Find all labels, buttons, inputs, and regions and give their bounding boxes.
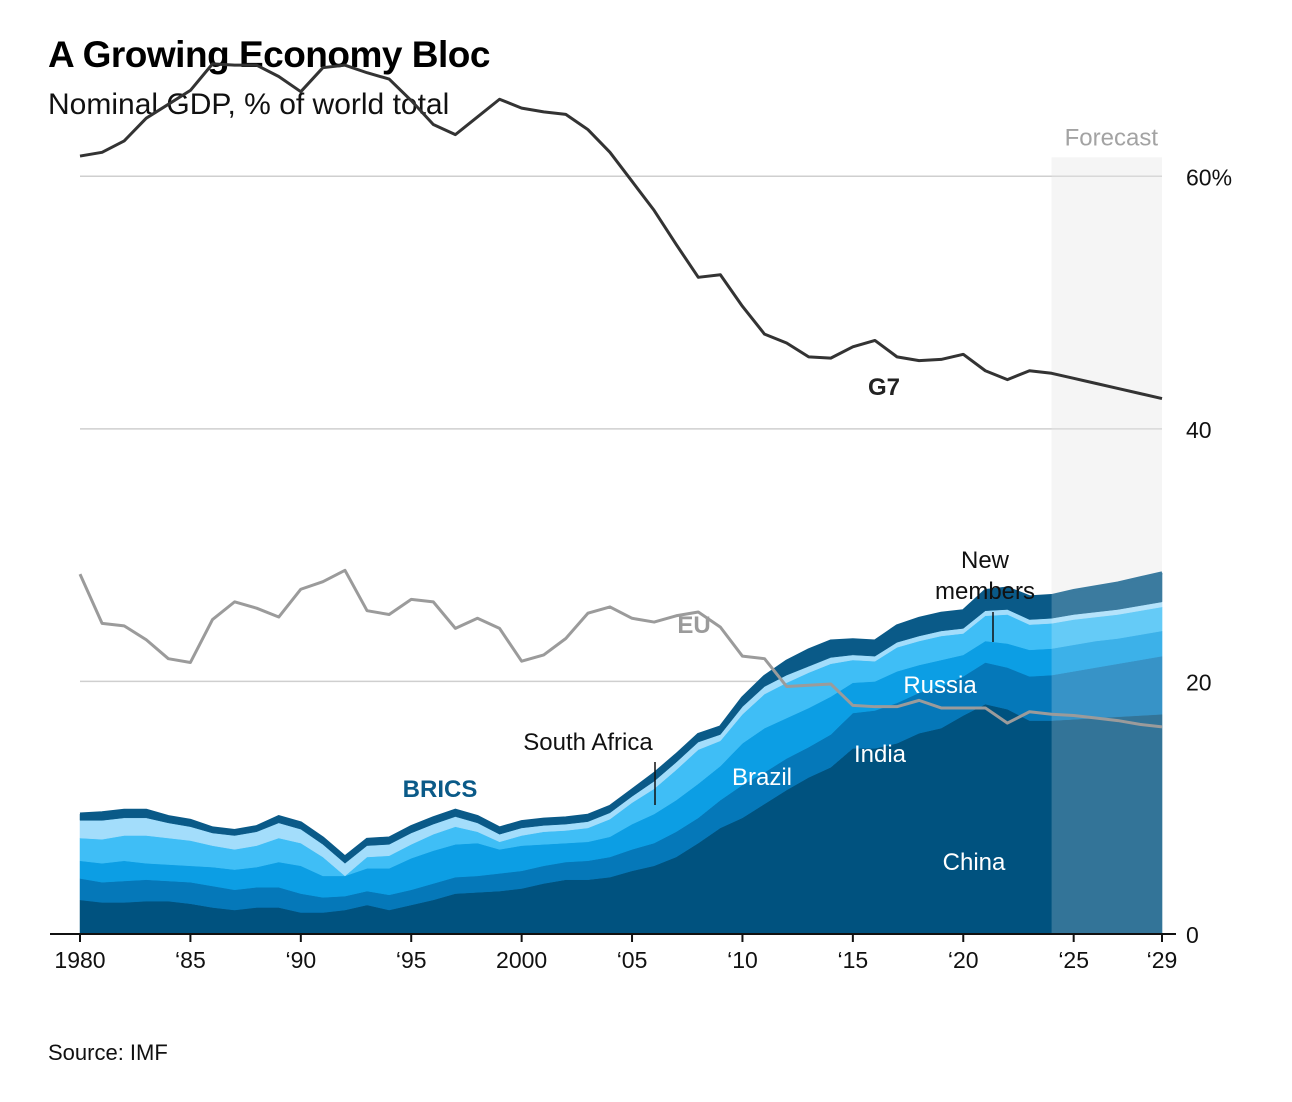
annotation-russia: Russia: [903, 672, 977, 699]
annotation-new-members-line1: New: [961, 547, 1010, 574]
y-axis-ticks: 0 20 40 60%: [1186, 164, 1232, 948]
annotation-south-africa: South Africa: [523, 729, 653, 756]
y-tick-label: 20: [1186, 669, 1212, 695]
brics-stacked-areas: [79, 571, 1163, 935]
y-tick-label: 40: [1186, 417, 1212, 443]
page-title: A Growing Economy Bloc: [48, 34, 490, 75]
x-tick-label: ‘10: [727, 947, 758, 973]
x-tick-label: ‘29: [1147, 947, 1178, 973]
annotation-india: India: [854, 741, 907, 768]
x-tick-label: ‘15: [838, 947, 869, 973]
annotation-china: China: [943, 849, 1006, 876]
x-tick-label: 1980: [54, 947, 105, 973]
x-axis: 1980 ‘85 ‘90 ‘95 2000 ‘05 ‘10 ‘15 ‘20 ‘25 ‘29: [50, 933, 1178, 973]
annotation-brics: BRICS: [403, 776, 478, 803]
chart-subtitle: Nominal GDP, % of world total: [48, 88, 450, 121]
annotation-eu: EU: [677, 612, 710, 639]
series-lines: [78, 62, 1163, 729]
annotation-g7: G7: [868, 374, 900, 401]
x-tick-label: ‘20: [948, 947, 979, 973]
y-tick-label: 0: [1186, 922, 1199, 948]
x-tick-label: 2000: [496, 947, 547, 973]
annotation-brazil: Brazil: [732, 764, 792, 791]
y-tick-label: 60%: [1186, 164, 1232, 190]
annotation-new-members-line2: members: [935, 578, 1035, 605]
x-tick-label: ‘05: [617, 947, 648, 973]
source-note: Source: IMF: [48, 1040, 168, 1065]
x-tick-label: ‘85: [175, 947, 206, 973]
eu-line: [78, 568, 1163, 729]
x-tick-label: ‘25: [1058, 947, 1089, 973]
forecast-label: Forecast: [1065, 124, 1159, 151]
forecast-overlay: [1051, 157, 1162, 935]
brics-total-line: [79, 571, 1163, 859]
x-tick-label: ‘90: [285, 947, 316, 973]
x-tick-label: ‘95: [396, 947, 427, 973]
g7-line: [79, 62, 1163, 401]
